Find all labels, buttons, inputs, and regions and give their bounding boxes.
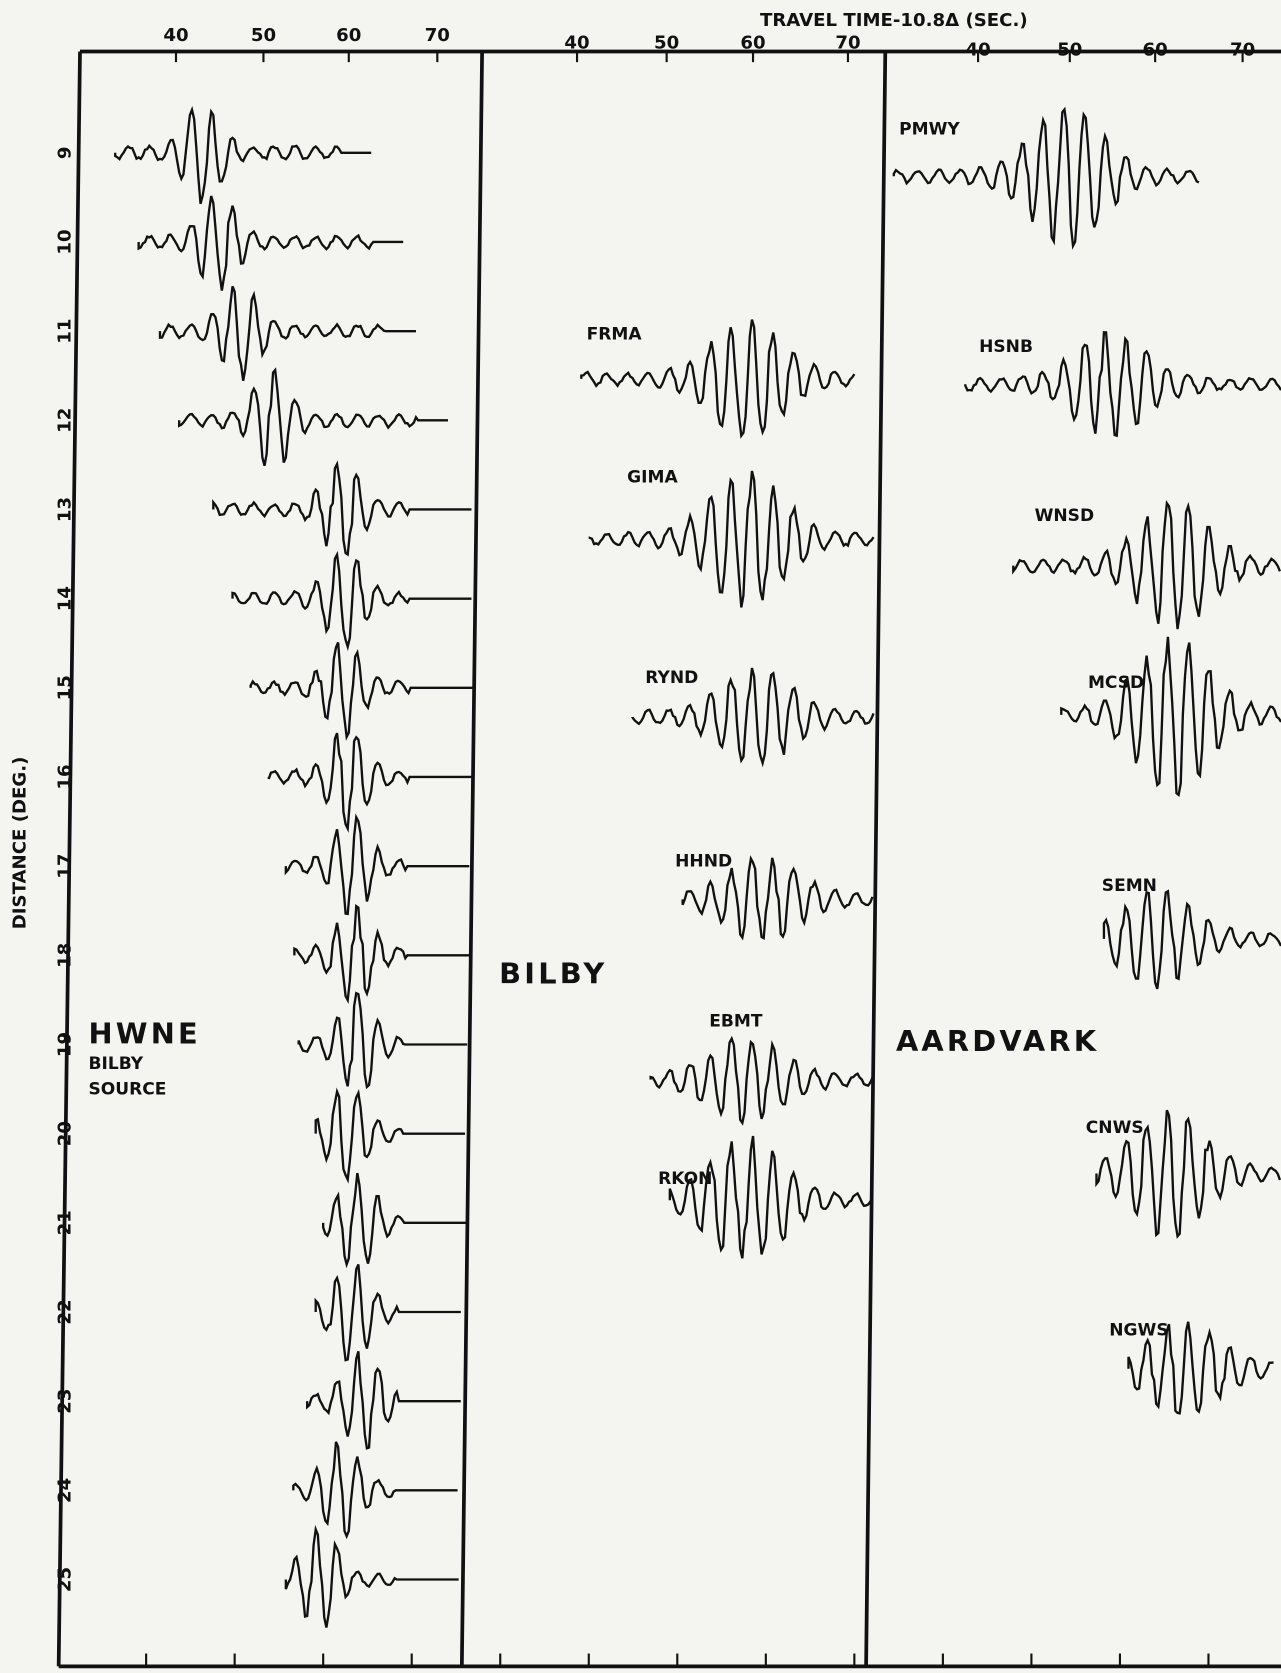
x-tick-label: 70 [425, 25, 450, 46]
y-tick-label: 14 [54, 586, 75, 611]
waveform [631, 667, 875, 768]
y-axis-title: DISTANCE (DEG.) [10, 757, 31, 930]
y-tick-label: 23 [54, 1389, 75, 1414]
y-tick-label: 21 [54, 1210, 75, 1235]
waveform [293, 903, 470, 1005]
waveform [231, 550, 472, 652]
panel-divider [864, 51, 888, 1667]
waveform [292, 1441, 458, 1540]
waveform [1127, 1321, 1274, 1415]
waveform [284, 813, 470, 916]
waveform [137, 195, 404, 291]
frame-left [56, 51, 82, 1667]
station-label: FRMA [587, 324, 643, 344]
x-tick-label: 40 [163, 25, 188, 46]
x-tick-label: 70 [835, 32, 860, 53]
station-label: EBMT [709, 1011, 763, 1031]
waveform [114, 105, 372, 205]
x-tick-label: 70 [1230, 40, 1255, 61]
waveform [297, 991, 468, 1090]
y-tick-label: 25 [54, 1567, 75, 1592]
waveform [588, 470, 875, 608]
panel-title: AARDVARK [896, 1024, 1099, 1058]
waveform [649, 1035, 874, 1126]
y-tick-label: 24 [54, 1478, 75, 1503]
panel-subtitle: SOURCE [89, 1080, 167, 1100]
waveform [178, 367, 448, 467]
x-tick-label: 50 [1057, 40, 1082, 61]
waveform [322, 1172, 467, 1269]
panel-title: HWNE [89, 1016, 201, 1050]
waveform [314, 1263, 461, 1362]
y-tick-label: 22 [54, 1299, 75, 1324]
station-label: RKON [658, 1169, 712, 1189]
station-label: GIMA [627, 467, 678, 487]
waveform [267, 732, 472, 833]
station-label: HSNB [979, 337, 1033, 357]
waveform [964, 331, 1281, 438]
waveform [284, 1524, 459, 1628]
x-tick-label: 60 [740, 32, 765, 53]
station-label: PMWY [899, 120, 960, 140]
station-label: NGWS [1109, 1321, 1168, 1341]
y-tick-label: 20 [54, 1121, 75, 1146]
waveform [668, 1135, 874, 1259]
y-tick-label: 13 [54, 497, 75, 522]
waveform [249, 642, 473, 741]
station-label: MCSD [1088, 673, 1144, 693]
x-axis-title: TRAVEL TIME-10.8Δ (SEC.) [760, 10, 1028, 31]
station-label: CNWS [1086, 1118, 1144, 1138]
y-tick-label: 18 [54, 943, 75, 968]
panel-title: BILBY [499, 957, 607, 991]
panel-subtitle: BILBY [89, 1054, 144, 1074]
y-tick-label: 10 [54, 229, 75, 254]
y-tick-label: 16 [54, 764, 75, 789]
waveform [1012, 499, 1281, 630]
station-label: RYND [645, 668, 698, 688]
waveform [158, 285, 416, 381]
waveform [1060, 636, 1281, 798]
y-tick-label: 9 [54, 146, 75, 159]
x-tick-label: 60 [336, 25, 361, 46]
panel-divider [459, 51, 484, 1667]
waveform [306, 1351, 461, 1450]
waveform [681, 855, 874, 941]
y-tick-label: 11 [54, 319, 75, 344]
y-tick-label: 17 [54, 854, 75, 879]
y-tick-label: 15 [54, 675, 75, 700]
waveform [314, 1087, 466, 1184]
station-label: SEMN [1102, 876, 1157, 896]
x-tick-label: 60 [1143, 40, 1168, 61]
x-tick-label: 50 [654, 32, 679, 53]
station-label: HHND [675, 851, 732, 871]
x-tick-label: 50 [251, 25, 276, 46]
x-tick-label: 40 [564, 32, 589, 53]
waveform [580, 319, 856, 439]
x-tick-label: 40 [965, 40, 990, 61]
station-label: WNSD [1035, 506, 1094, 526]
waveform [1095, 1109, 1281, 1239]
waveform [892, 106, 1200, 250]
waveform [212, 460, 472, 557]
y-tick-label: 12 [54, 408, 75, 433]
waveform [1102, 889, 1281, 990]
y-tick-label: 19 [54, 1032, 75, 1057]
